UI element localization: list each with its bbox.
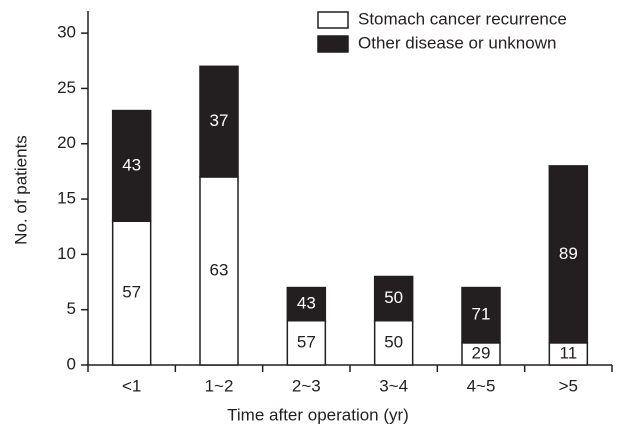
bar-segment bbox=[286, 286, 327, 322]
y-tick-label: 20 bbox=[57, 133, 76, 152]
x-axis-label: Time after operation (yr) bbox=[227, 405, 409, 424]
y-axis-label: No. of patients bbox=[11, 135, 30, 245]
bar-label: 43 bbox=[297, 294, 316, 313]
bar-segment bbox=[199, 176, 239, 366]
x-tick-label: 3~4 bbox=[379, 376, 408, 395]
y-tick-label: 0 bbox=[67, 354, 76, 373]
x-tick-label: 4~5 bbox=[467, 376, 496, 395]
y-tick-label: 15 bbox=[57, 189, 76, 208]
y-tick-label: 5 bbox=[67, 299, 76, 318]
legend-swatch bbox=[317, 35, 349, 53]
bar-label: 63 bbox=[210, 260, 229, 279]
bar-label: 37 bbox=[210, 111, 229, 130]
bar-segment bbox=[548, 165, 589, 344]
legend-swatch bbox=[317, 11, 349, 29]
bar-label: 57 bbox=[122, 283, 141, 302]
x-tick-label: 1~2 bbox=[205, 376, 234, 395]
bar-label: 71 bbox=[472, 305, 491, 324]
x-tick-label: 2~3 bbox=[292, 376, 321, 395]
bar-label: 89 bbox=[559, 244, 578, 263]
y-tick-label: 30 bbox=[57, 23, 76, 42]
bar-label: 11 bbox=[560, 343, 578, 362]
x-tick-label: >5 bbox=[559, 376, 578, 395]
legend-label: Other disease or unknown bbox=[358, 33, 556, 52]
y-tick-label: 25 bbox=[57, 78, 76, 97]
bar-label: 57 bbox=[297, 332, 316, 351]
bar-label: 29 bbox=[472, 343, 491, 362]
bar-label: 50 bbox=[384, 288, 403, 307]
x-tick-label: <1 bbox=[122, 376, 141, 395]
bar-segment bbox=[461, 286, 501, 344]
bar-segment bbox=[111, 220, 152, 366]
bar-segment bbox=[199, 65, 239, 178]
bar-segment bbox=[111, 109, 152, 222]
y-tick-label: 10 bbox=[57, 244, 76, 263]
bar-label: 50 bbox=[384, 332, 403, 351]
bar-segment bbox=[286, 320, 327, 366]
legend-label: Stomach cancer recurrence bbox=[358, 9, 567, 28]
bar-segment bbox=[373, 275, 414, 322]
bar-label: 43 bbox=[122, 155, 141, 174]
